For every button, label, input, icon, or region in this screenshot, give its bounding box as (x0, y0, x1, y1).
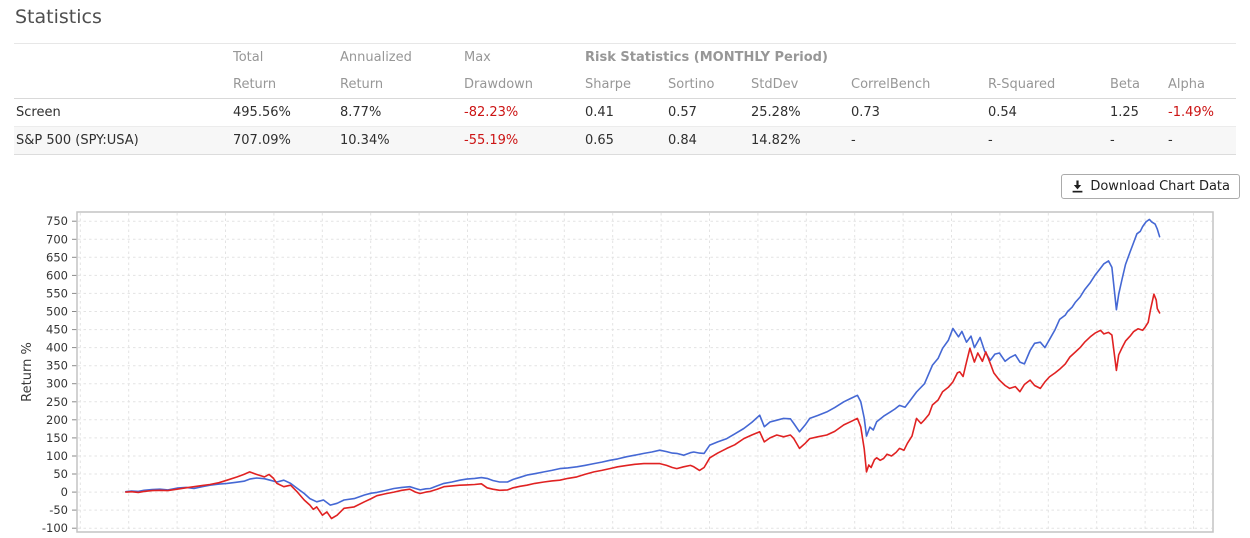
table-header-cell: StdDev (751, 71, 851, 99)
table-cell: 495.56% (233, 105, 291, 120)
table-cell: -55.19% (464, 133, 519, 148)
table-cell: 14.82% (751, 133, 801, 148)
table-header-cell: Return (340, 71, 464, 99)
svg-text:300: 300 (46, 377, 68, 391)
table-cell: 0.41 (585, 105, 614, 120)
table-cell: 0.65 (585, 133, 614, 148)
table-cell: 8.77% (340, 105, 382, 120)
table-cell: - (851, 133, 856, 148)
table-row-screen: Screen 495.56% 8.77% -82.23% 0.41 0.57 2… (14, 99, 1236, 127)
svg-text:500: 500 (46, 305, 68, 319)
table-cell: 25.28% (751, 105, 801, 120)
risk-statistics-group-header: Risk Statistics (MONTHLY Period) (585, 50, 828, 65)
table-cell: 10.34% (340, 133, 390, 148)
download-icon (1072, 180, 1083, 193)
table-row-sp500: S&P 500 (SPY:USA) 707.09% 10.34% -55.19%… (14, 126, 1236, 155)
table-header-cell: CorrelBench (851, 71, 988, 99)
table-cell: 707.09% (233, 133, 291, 148)
svg-text:600: 600 (46, 268, 68, 282)
svg-text:450: 450 (46, 323, 68, 337)
row-label: Screen (16, 105, 61, 120)
table-header-cell: Return (233, 71, 340, 99)
svg-text:350: 350 (46, 359, 68, 373)
page-title: Statistics (15, 6, 102, 28)
svg-text:-50: -50 (49, 503, 68, 517)
table-cell: 0.57 (668, 105, 697, 120)
table-cell: - (1110, 133, 1115, 148)
svg-text:150: 150 (46, 431, 68, 445)
svg-text:550: 550 (46, 286, 68, 300)
table-header-cell: Alpha (1168, 71, 1236, 99)
svg-text:700: 700 (46, 232, 68, 246)
statistics-table: Total Annualized Max Risk Statistics (MO… (14, 43, 1236, 155)
table-header-cell: Total (233, 50, 264, 65)
svg-text:200: 200 (46, 413, 68, 427)
table-cell: -1.49% (1168, 105, 1214, 120)
svg-text:400: 400 (46, 341, 68, 355)
svg-text:650: 650 (46, 250, 68, 264)
svg-text:0: 0 (61, 485, 68, 499)
svg-text:-100: -100 (42, 521, 68, 535)
svg-text:50: 50 (53, 467, 68, 481)
table-cell: 0.84 (668, 133, 697, 148)
table-header-cell: R-Squared (988, 71, 1110, 99)
table-header-cell: Max (464, 50, 491, 65)
table-header-cell: Sharpe (585, 71, 668, 99)
table-cell: - (1168, 133, 1173, 148)
table-cell: - (988, 133, 993, 148)
table-header-cell: Annualized (340, 50, 412, 65)
table-header-cell (14, 71, 233, 99)
download-button-label: Download Chart Data (1090, 179, 1230, 194)
table-cell: -82.23% (464, 105, 519, 120)
svg-text:Return %: Return % (20, 342, 35, 402)
svg-text:100: 100 (46, 449, 68, 463)
table-header-cell: Sortino (668, 71, 751, 99)
svg-text:750: 750 (46, 214, 68, 228)
table-cell: 1.25 (1110, 105, 1139, 120)
svg-text:250: 250 (46, 395, 68, 409)
table-header-cell: Drawdown (464, 71, 585, 99)
download-chart-data-button[interactable]: Download Chart Data (1061, 174, 1240, 199)
row-label: S&P 500 (SPY:USA) (16, 133, 139, 148)
table-cell: 0.73 (851, 105, 880, 120)
table-cell: 0.54 (988, 105, 1017, 120)
table-header-cell: Beta (1110, 71, 1168, 99)
